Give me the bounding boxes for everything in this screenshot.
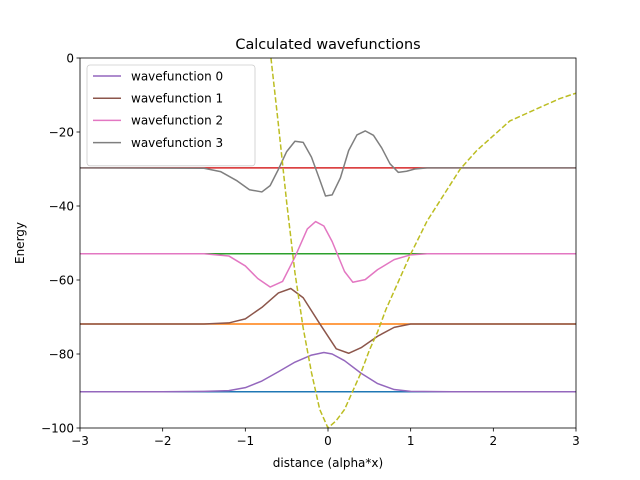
legend-label-3: wavefunction 3 bbox=[131, 136, 223, 150]
chart-title: Calculated wavefunctions bbox=[235, 37, 420, 53]
y-axis-label: Energy bbox=[13, 222, 27, 264]
wavefunction-line-0 bbox=[80, 351, 576, 393]
x-axis: −3 −2 −1 0 1 2 3 bbox=[71, 428, 580, 448]
x-axis-label: distance (alpha*x) bbox=[273, 456, 383, 470]
x-tick-label: 2 bbox=[490, 434, 498, 448]
legend-label-0: wavefunction 0 bbox=[131, 69, 223, 83]
y-tick-label: −20 bbox=[49, 125, 74, 139]
x-tick-label: 3 bbox=[572, 434, 580, 448]
legend-label-1: wavefunction 1 bbox=[131, 92, 223, 106]
y-tick-label: −60 bbox=[49, 273, 74, 287]
x-tick-label: 1 bbox=[407, 434, 415, 448]
wavefunction-line-2 bbox=[80, 220, 576, 288]
x-tick-label: −2 bbox=[154, 434, 172, 448]
wavefunction-line-1 bbox=[80, 287, 576, 355]
legend-label-2: wavefunction 2 bbox=[131, 114, 223, 128]
y-tick-label: 0 bbox=[66, 51, 74, 65]
y-tick-label: −100 bbox=[41, 421, 74, 435]
y-axis: −100 −80 −60 −40 −20 0 bbox=[41, 51, 80, 435]
legend: wavefunction 0 wavefunction 1 wavefunction… bbox=[86, 64, 256, 167]
wavefunction-line-3 bbox=[80, 130, 576, 197]
y-tick-label: −40 bbox=[49, 199, 74, 213]
y-tick-label: −80 bbox=[49, 347, 74, 361]
potential-line bbox=[270, 58, 576, 428]
x-tick-label: 0 bbox=[324, 434, 332, 448]
plot-area bbox=[80, 58, 576, 428]
legend-frame bbox=[86, 64, 256, 167]
x-tick-label: −1 bbox=[236, 434, 254, 448]
x-tick-label: −3 bbox=[71, 434, 89, 448]
